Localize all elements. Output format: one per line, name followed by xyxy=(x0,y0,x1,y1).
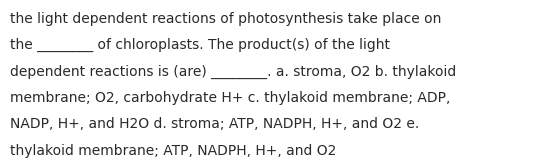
Text: NADP, H+, and H2O d. stroma; ATP, NADPH, H+, and O2 e.: NADP, H+, and H2O d. stroma; ATP, NADPH,… xyxy=(10,117,419,131)
Text: thylakoid membrane; ATP, NADPH, H+, and O2: thylakoid membrane; ATP, NADPH, H+, and … xyxy=(10,144,336,158)
Text: the ________ of chloroplasts. The product(s) of the light: the ________ of chloroplasts. The produc… xyxy=(10,38,390,52)
Text: membrane; O2, carbohydrate H+ c. thylakoid membrane; ADP,: membrane; O2, carbohydrate H+ c. thylako… xyxy=(10,91,450,105)
Text: the light dependent reactions of photosynthesis take place on: the light dependent reactions of photosy… xyxy=(10,12,441,26)
Text: dependent reactions is (are) ________. a. stroma, O2 b. thylakoid: dependent reactions is (are) ________. a… xyxy=(10,64,456,79)
